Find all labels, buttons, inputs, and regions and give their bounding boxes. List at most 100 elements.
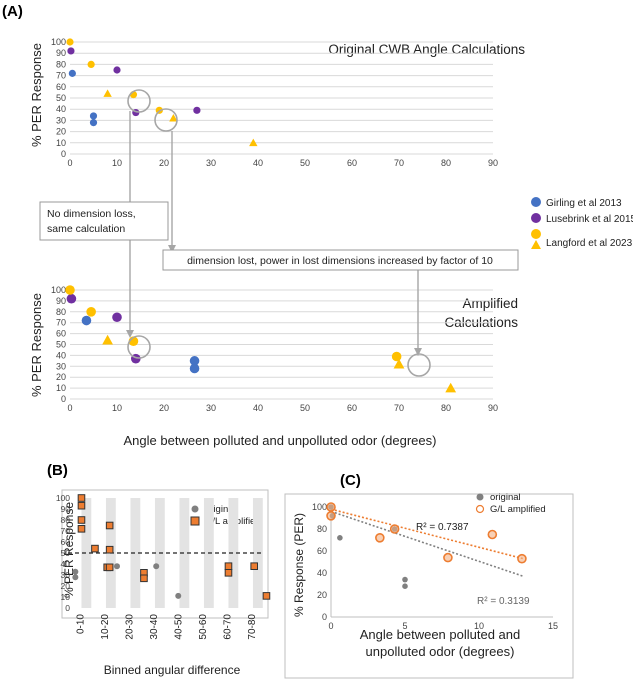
chart-b-category-label: 70-80 <box>247 614 258 640</box>
legend-label-lusebrink: Lusebrink et al 2015 <box>546 214 633 225</box>
chart-b-band <box>228 498 239 608</box>
chart-b-category-label: 40-50 <box>173 614 184 640</box>
chart-a2-point <box>391 351 402 362</box>
chart-a1-xtick: 70 <box>394 158 404 168</box>
chart-b-point <box>153 563 160 570</box>
chart-a1-ytick: 70 <box>56 71 66 81</box>
chart-a2-ytick: 10 <box>56 383 66 393</box>
chart-c-point <box>402 576 408 583</box>
chart-a2-xtick: 0 <box>67 403 72 413</box>
chart-a1-point <box>89 112 98 120</box>
chart-a1-ytick: 90 <box>56 48 66 58</box>
chart-a1-point <box>113 66 121 74</box>
chart-a2-point <box>65 285 75 295</box>
legend-c-label-original: original <box>490 492 521 503</box>
chart-b-point <box>114 563 120 570</box>
chart-a-amplified: Amplified Calculations % PER Response An… <box>29 285 518 448</box>
chart-a2-point <box>189 356 200 366</box>
chart-b-frame <box>61 489 269 619</box>
chart-b-binned: % PER Response Binned angular difference… <box>56 489 271 677</box>
chart-a-original: Original CWB Angle Calculations % PER Re… <box>29 37 525 168</box>
chart-a2-ylabel: % PER Response <box>29 293 44 397</box>
chart-c-point <box>326 510 336 521</box>
chart-a1-point <box>103 89 112 97</box>
chart-a2-xtick: 10 <box>112 403 122 413</box>
legend-marker-langford-circle <box>531 229 541 239</box>
panel-label-c: (C) <box>340 472 361 489</box>
chart-a2-ytick: 50 <box>56 340 66 350</box>
chart-a1-ytick: 0 <box>61 149 66 159</box>
legend-b-marker-amplified <box>190 516 200 526</box>
chart-b-point <box>77 501 86 510</box>
chart-a2-point <box>102 334 113 345</box>
chart-c-point <box>517 553 527 564</box>
chart-c-xlabel-line2: unpolluted odor (degrees) <box>366 644 515 659</box>
chart-c-xlabel-line1: Angle between polluted and <box>360 627 520 642</box>
chart-a1-point <box>87 60 95 68</box>
chart-a1-point <box>169 113 178 122</box>
chart-b-ytick: 40 <box>61 559 71 569</box>
chart-b-point <box>105 521 114 530</box>
chart-b-point <box>175 592 182 599</box>
chart-c-trendline-0 <box>330 510 524 578</box>
chart-a2-ytick: 100 <box>51 285 66 295</box>
arrowhead-lost-lower <box>414 348 422 356</box>
annotation-lost-text: dimension lost, power in lost dimensions… <box>187 255 493 267</box>
chart-a1-title: Original CWB Angle Calculations <box>328 42 525 57</box>
chart-a2-point <box>86 307 96 317</box>
legend-a: Girling et al 2013 Lusebrink et al 2015 … <box>531 197 633 249</box>
chart-c-ytick: 100 <box>312 502 327 512</box>
highlight-circle-a1-2 <box>154 108 178 132</box>
chart-a1-xtick: 20 <box>159 158 169 168</box>
chart-a1-xtick: 80 <box>441 158 451 168</box>
chart-a2-point <box>81 315 92 326</box>
chart-a1-point <box>89 119 98 127</box>
chart-b-xlabel: Binned angular difference <box>104 663 241 677</box>
chart-a1-ylabel: % PER Response <box>29 43 44 147</box>
chart-a1-point <box>67 47 75 55</box>
chart-c-r2-original: R² = 0.3139 <box>477 596 530 607</box>
chart-a2-ytick: 80 <box>56 307 66 317</box>
chart-a2-xtick: 80 <box>441 403 451 413</box>
panel-label-b: (B) <box>47 462 68 479</box>
chart-b-category-label: 50-60 <box>198 614 209 640</box>
chart-a1-xtick: 10 <box>112 158 122 168</box>
chart-a2-title-line1: Amplified <box>462 296 518 311</box>
chart-a2-ytick: 70 <box>56 318 66 328</box>
chart-c-point <box>389 524 400 534</box>
chart-b-point <box>91 544 99 553</box>
chart-a1-ytick: 100 <box>51 37 66 47</box>
chart-c-r2-amplified: R² = 0.7387 <box>416 522 469 533</box>
chart-a1-ytick: 30 <box>56 115 66 125</box>
chart-a1-xtick: 40 <box>253 158 263 168</box>
chart-a1-ytick: 10 <box>56 138 66 148</box>
chart-b-ytick: 50 <box>61 548 71 558</box>
chart-a1-xtick: 90 <box>488 158 498 168</box>
chart-c-xtick: 5 <box>402 621 407 631</box>
chart-a2-xtick: 70 <box>394 403 404 413</box>
arrowhead-no-loss <box>126 330 134 338</box>
chart-b-ytick: 80 <box>61 515 71 525</box>
chart-a2-point <box>112 312 122 323</box>
legend-marker-langford-triangle <box>531 240 541 249</box>
annotation-box-no-loss <box>39 201 169 241</box>
highlight-circle-a1-1 <box>127 89 151 113</box>
annotation-no-loss-line1: No dimension loss, <box>47 208 136 220</box>
chart-a2-ytick: 20 <box>56 372 66 382</box>
chart-b-ytick: 70 <box>61 526 71 536</box>
chart-c-ytick: 20 <box>317 590 327 600</box>
chart-b-point <box>72 568 79 575</box>
chart-a1-xtick: 30 <box>206 158 216 168</box>
annotation-layer: No dimension loss, same calculation dime… <box>39 89 519 377</box>
chart-c-ytick: 60 <box>317 546 327 556</box>
chart-b-ytick: 60 <box>61 537 71 547</box>
chart-a2-point <box>189 363 200 374</box>
chart-c-point <box>402 583 408 589</box>
chart-c-xtick: 10 <box>474 621 484 631</box>
chart-b-point <box>224 562 233 571</box>
legend-c-marker-original <box>476 493 484 501</box>
chart-a1-point <box>68 69 76 77</box>
chart-b-category-label: 10-20 <box>100 614 111 640</box>
chart-a2-point <box>393 358 405 369</box>
chart-b-point <box>105 545 114 554</box>
